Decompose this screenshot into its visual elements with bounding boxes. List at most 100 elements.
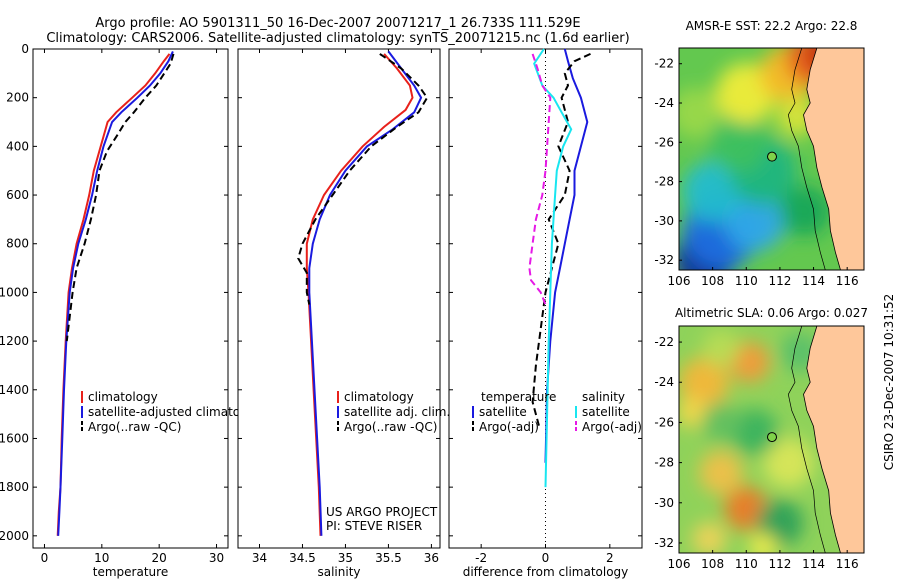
x-tick-label: 20 — [152, 551, 167, 565]
legend-label: climatology — [88, 390, 158, 404]
x-tick-label: 106 — [668, 557, 691, 571]
x-tick-label: 30 — [209, 551, 224, 565]
y-tick-label: -32 — [654, 253, 674, 267]
x-tick-label: 34.5 — [289, 551, 316, 565]
legend-label: Argo(..raw -QC) — [88, 420, 181, 434]
sla-map-panel: Altimetric SLA: 0.06 Argo: 0.027 106 108 11… — [654, 306, 868, 571]
sla-map-title: Altimetric SLA: 0.06 Argo: 0.027 — [675, 306, 868, 320]
series-line-satellite-adj-clim- — [308, 50, 423, 536]
y-tick-label: -22 — [654, 57, 674, 71]
legend-label: satellite-adjusted climatology — [88, 405, 266, 419]
x-tick-label: 112 — [768, 274, 791, 288]
field-blob — [707, 112, 769, 173]
x-tick-label: -2 — [475, 551, 487, 565]
y-tick-label: -24 — [654, 375, 674, 389]
difference-profile-xlabel: difference from climatology — [463, 565, 629, 579]
y-tick-label: -28 — [654, 456, 674, 470]
sla-map-frame — [678, 325, 865, 554]
x-tick-label: 110 — [735, 274, 758, 288]
x-tick-label: 35 — [338, 551, 353, 565]
argo-float-marker — [767, 432, 778, 443]
series-line-salinity-argo-adj- — [528, 53, 552, 305]
sst-map-field — [679, 48, 864, 270]
x-tick-label: 0 — [41, 551, 49, 565]
series-line-temperature-argo-adj- — [531, 52, 591, 427]
field-blob — [729, 341, 770, 383]
x-tick-label: 116 — [836, 557, 859, 571]
legend-group-heading: salinity — [582, 390, 625, 404]
field-blob — [749, 533, 777, 553]
title-line-2: Climatology: CARS2006. Satellite-adjuste… — [46, 31, 629, 46]
y-tick-label: -26 — [654, 415, 674, 429]
y-tick-label: 600 — [6, 188, 29, 202]
pi-note: PI: STEVE RISER — [326, 519, 422, 533]
legend-group-heading: temperature — [481, 390, 556, 404]
y-tick-label: -26 — [654, 135, 674, 149]
y-tick-label: 0 — [21, 42, 29, 56]
y-tick-label: -28 — [654, 175, 674, 189]
sst-map-title: AMSR-E SST: 22.2 Argo: 22.8 — [686, 19, 858, 33]
y-tick-label: -30 — [654, 496, 674, 510]
shelf-contour — [787, 326, 826, 553]
x-tick-label: 116 — [836, 274, 859, 288]
field-blob — [700, 402, 742, 443]
temperature-profile-xlabel: temperature — [93, 565, 168, 579]
legend-label: satellite — [582, 405, 630, 419]
legend-label: Argo(-adj) — [479, 420, 539, 434]
legend-label: satellite — [479, 405, 527, 419]
field-blob — [692, 522, 727, 553]
salinity-profile-frame — [237, 48, 441, 549]
land-mass — [803, 48, 864, 270]
legend-label: Argo(..raw -QC) — [344, 420, 437, 434]
field-blob — [679, 87, 722, 139]
sst-map-panel: AMSR-E SST: 22.2 Argo: 22.8 106 108 110 112 1… — [654, 19, 865, 288]
x-tick-label: 108 — [701, 274, 724, 288]
series-line-satellite-adjusted-climatology — [57, 50, 174, 536]
legend-label: Argo(-adj) — [582, 420, 642, 434]
legend-label: satellite adj. clim. — [344, 405, 450, 419]
x-tick-label: 114 — [802, 274, 825, 288]
x-tick-label: 10 — [94, 551, 109, 565]
y-tick-label: -24 — [654, 96, 674, 110]
series-line-temperature-satellite — [544, 48, 589, 463]
x-tick-label: 35.5 — [375, 551, 402, 565]
x-tick-label: 106 — [668, 274, 691, 288]
shelf-contour — [787, 48, 826, 270]
argo-float-marker — [767, 151, 778, 162]
y-tick-label: 800 — [6, 237, 29, 251]
sla-map-field — [679, 326, 864, 553]
sst-map-frame — [678, 47, 865, 271]
series-line-argo-raw-qc- — [297, 53, 429, 305]
salinity-panel: 34 34.5 35 35.5 36 salinity climatologysatelli… — [237, 48, 450, 579]
field-blob — [679, 397, 708, 428]
legend-label: climatology — [344, 390, 414, 404]
temperature-panel: 0 10 20 30 0 200 400 600 800 1000 1200 1400 1600 1800… — [0, 42, 266, 579]
field-blob — [699, 450, 743, 495]
temperature-profile-frame — [32, 48, 229, 549]
y-tick-label: -32 — [654, 536, 674, 550]
y-tick-label: -22 — [654, 335, 674, 349]
field-blob — [779, 185, 831, 237]
salinity-profile-xlabel: salinity — [317, 565, 360, 579]
x-tick-label: 36 — [424, 551, 439, 565]
field-blob — [731, 408, 779, 457]
x-tick-label: 112 — [768, 557, 791, 571]
y-tick-label: 400 — [6, 139, 29, 153]
side-stamp: CSIRO 23-Dec-2007 10:31:52 — [882, 294, 896, 471]
field-blob — [679, 357, 730, 408]
x-tick-label: 108 — [701, 557, 724, 571]
x-tick-label: 34 — [252, 551, 267, 565]
field-blob — [702, 329, 740, 367]
land-mass — [803, 326, 864, 553]
field-blob — [724, 190, 785, 252]
y-tick-label: 1000 — [0, 285, 29, 299]
field-blob — [682, 161, 743, 222]
y-tick-label: 1600 — [0, 431, 29, 445]
field-blob — [763, 437, 814, 488]
x-tick-label: 110 — [735, 557, 758, 571]
series-line-argo-raw-qc- — [65, 53, 175, 342]
y-tick-label: 200 — [6, 91, 29, 105]
x-tick-label: 114 — [802, 557, 825, 571]
